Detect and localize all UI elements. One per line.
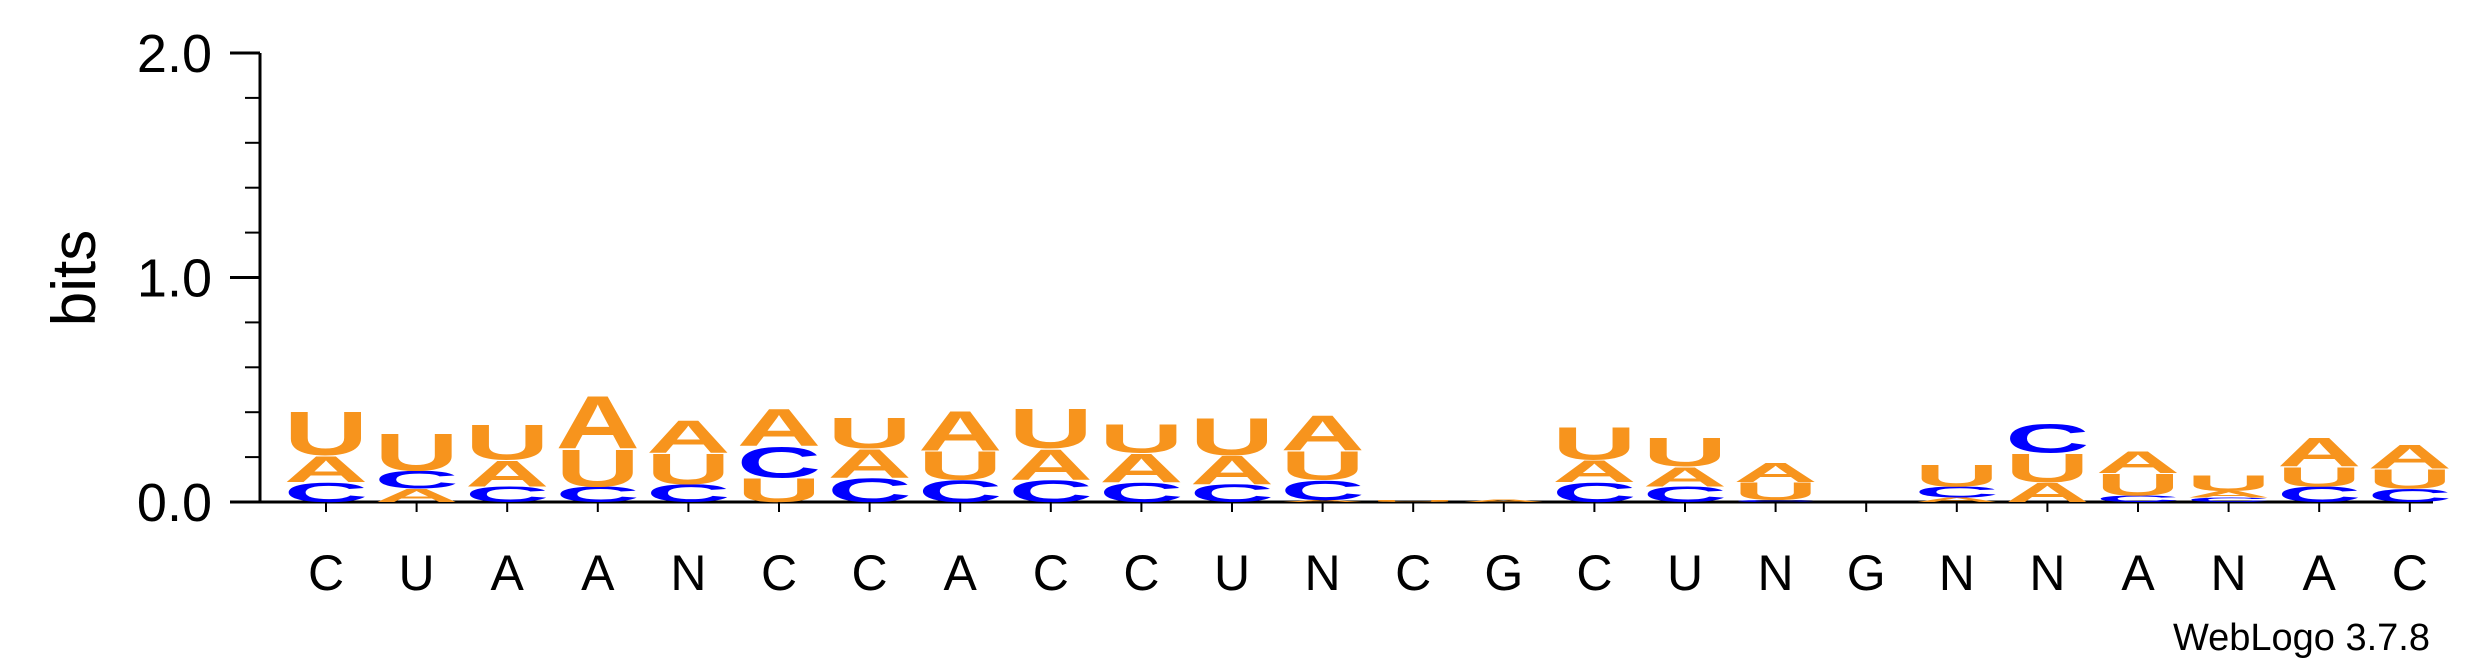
logo-letter-a: A	[1280, 406, 1364, 462]
x-tick-label: C	[1576, 545, 1612, 601]
x-tick-label: A	[581, 545, 615, 601]
logo-letter-a: A	[1915, 496, 1999, 503]
logo-letter-u: U	[1915, 459, 1999, 494]
x-tick-label: C	[1123, 545, 1159, 601]
logo-letter-a: A	[556, 380, 640, 464]
x-tick-label: C	[1033, 545, 1069, 601]
logo-letter-c: C	[2186, 496, 2270, 503]
logo-letter-u: U	[465, 415, 549, 471]
logo-letter-a: A	[2368, 438, 2452, 476]
y-tick-label: 0.0	[137, 473, 212, 533]
logo-letter-a: A	[1099, 445, 1183, 490]
x-tick-label: A	[2303, 545, 2337, 601]
axes: 0.0 1.0 2.0	[137, 24, 2433, 533]
x-tick-label: N	[1939, 545, 1975, 601]
logo-letter-a: A	[284, 449, 368, 490]
x-tick-label: N	[1758, 545, 1794, 601]
logo-letter-u: U	[1009, 398, 1093, 461]
logo-letter-c: C	[2096, 494, 2180, 505]
logo-letter-u: U	[918, 443, 1002, 488]
logo-letter-u: U	[1099, 416, 1183, 461]
logo-letter-u: U	[2368, 463, 2452, 494]
x-tick-label: G	[1847, 545, 1886, 601]
logo-letter-u: U	[1552, 417, 1636, 469]
logo-letter-a: A	[2096, 445, 2180, 480]
x-tick-label: U	[1667, 545, 1703, 601]
y-axis-title: bits	[40, 230, 109, 326]
x-tick-label: C	[761, 545, 797, 601]
x-tick-label: C	[1395, 545, 1431, 601]
x-tick-label: N	[1305, 545, 1341, 601]
x-tick-label: N	[2029, 545, 2065, 601]
x-tick-label: A	[491, 545, 525, 601]
x-tick-label: C	[2392, 545, 2428, 601]
y-tick-label: 2.0	[137, 24, 212, 84]
logo-letter-u: U	[284, 398, 368, 468]
logo-letter-u: U	[646, 444, 730, 493]
logo-letter-a: A	[1733, 456, 1817, 487]
x-tick-label: A	[2121, 545, 2155, 601]
logo-letter-c: C	[2005, 416, 2089, 461]
logo-letter-a: A	[374, 485, 458, 506]
logo-letter-a: A	[827, 441, 911, 486]
logo-letter-a: A	[2186, 489, 2270, 500]
logo-letter-u: U	[556, 439, 640, 498]
x-tick-label: N	[2211, 545, 2247, 601]
x-tick-label: U	[399, 545, 435, 601]
y-ticks: 0.0 1.0 2.0	[137, 24, 260, 533]
logo-letter-u: U	[1643, 429, 1727, 474]
logo-letter-u: U	[2005, 445, 2089, 490]
logo-letter-a: A	[1190, 447, 1274, 492]
logo-letter-a: A	[1280, 499, 1364, 502]
logo-letter-c: C	[2368, 485, 2452, 506]
logo-letter-u: U	[1280, 443, 1364, 488]
logo-letter-c: C	[737, 438, 821, 487]
x-tick-label: N	[670, 545, 706, 601]
logo-letter-u: U	[2186, 471, 2270, 495]
logo-letter-u: U	[1733, 477, 1817, 505]
logo-letter-u: U	[374, 423, 458, 482]
logo-letter-u: U	[827, 408, 911, 457]
logo-letter-u: U	[1190, 407, 1274, 466]
x-tick-label: G	[1484, 545, 1523, 601]
logo-letter-a: A	[1009, 440, 1093, 489]
logo-letter-a: A	[1552, 454, 1636, 489]
logo-letter-a: A	[465, 453, 549, 494]
logo-letter-c: C	[1280, 474, 1364, 505]
logo-letter-c: C	[374, 466, 458, 494]
logo-letter-a: A	[1462, 499, 1546, 503]
x-tick-label: A	[944, 545, 978, 601]
logo-letter-a: A	[918, 400, 1002, 463]
x-tick-label: U	[1214, 545, 1250, 601]
logo-letter-a: A	[737, 398, 821, 457]
x-tick-label: C	[308, 545, 344, 601]
weblogo-credit: WebLogo 3.7.8	[2173, 617, 2430, 659]
logo-letter-u: U	[2277, 461, 2361, 492]
logo-letter-u: U	[2096, 468, 2180, 503]
y-tick-label: 1.0	[137, 249, 212, 309]
logo-letter-u: U	[1371, 500, 1455, 503]
logo-letter-a: A	[646, 411, 730, 463]
logo-letter-a: A	[2277, 429, 2361, 474]
x-tick-label: C	[852, 545, 888, 601]
logo-letter-a: A	[1643, 461, 1727, 492]
logo-letter-c: C	[1733, 499, 1817, 502]
logo-letter-c: C	[1915, 483, 1999, 500]
